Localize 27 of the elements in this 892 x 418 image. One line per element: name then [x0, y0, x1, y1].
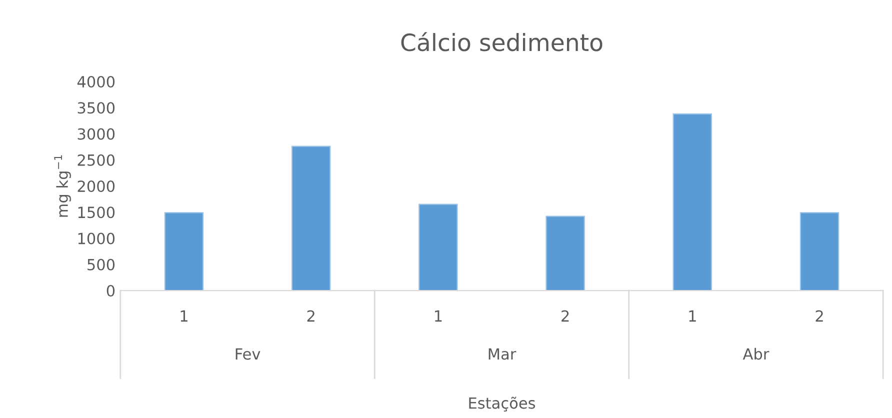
- x-tick-label: 1: [435, 310, 442, 322]
- y-tick-label: 1000: [78, 232, 115, 244]
- bar: [418, 204, 458, 291]
- text: Mar: [488, 348, 516, 360]
- chart-title: Cálcio sedimento: [401, 32, 602, 52]
- x-tick-label: 2: [562, 310, 569, 322]
- y-tick-label: 0: [106, 284, 115, 297]
- y-tick-label: 3000: [78, 128, 115, 140]
- y-axis-title: mg kg$^{−1}$: [54, 155, 71, 217]
- bar: [546, 216, 585, 291]
- y-tick-label: 1500: [78, 206, 115, 218]
- bar: [164, 212, 204, 291]
- x-tick-label: 2: [816, 310, 823, 322]
- y-tick-label: 4000: [77, 76, 115, 88]
- x-tick-label: 1: [689, 310, 696, 322]
- text: Abr: [742, 348, 770, 360]
- y-tick-label: 3500: [78, 102, 115, 114]
- x-tick-label: 1: [180, 310, 188, 322]
- y-tick-label: 500: [88, 258, 115, 270]
- bar: [800, 212, 840, 291]
- y-tick-label: 2000: [78, 180, 115, 192]
- x-tick-label: 2: [307, 310, 314, 322]
- x-axis-title: Estações: [469, 396, 536, 412]
- bar: [672, 113, 712, 291]
- bar: [291, 146, 331, 291]
- text: Fev: [236, 348, 260, 360]
- y-tick-label: 2500: [78, 154, 115, 166]
